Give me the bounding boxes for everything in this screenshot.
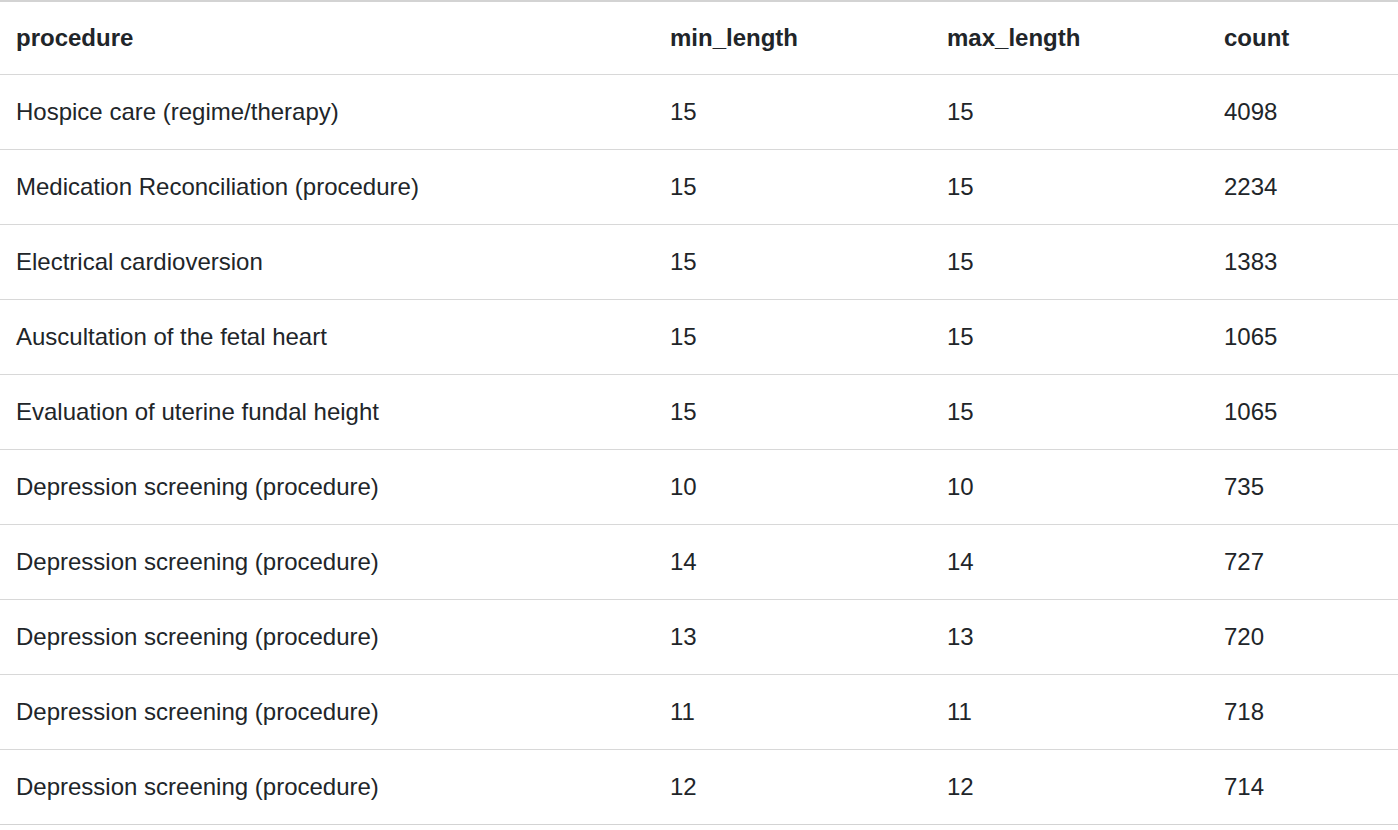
cell-min-length: 15	[654, 75, 931, 150]
cell-max-length: 15	[931, 300, 1208, 375]
table-row: Depression screening (procedure) 12 12 7…	[0, 750, 1398, 825]
data-table: procedure min_length max_length count Ho…	[0, 0, 1398, 825]
cell-count: 720	[1208, 600, 1398, 675]
table-row: Electrical cardioversion 15 15 1383	[0, 225, 1398, 300]
cell-procedure: Auscultation of the fetal heart	[0, 300, 654, 375]
cell-procedure: Evaluation of uterine fundal height	[0, 375, 654, 450]
cell-max-length: 13	[931, 600, 1208, 675]
cell-count: 714	[1208, 750, 1398, 825]
cell-count: 1065	[1208, 300, 1398, 375]
cell-count: 2234	[1208, 150, 1398, 225]
table-row: Hospice care (regime/therapy) 15 15 4098	[0, 75, 1398, 150]
table-row: Depression screening (procedure) 13 13 7…	[0, 600, 1398, 675]
cell-procedure: Electrical cardioversion	[0, 225, 654, 300]
table-body: Hospice care (regime/therapy) 15 15 4098…	[0, 75, 1398, 825]
cell-max-length: 15	[931, 225, 1208, 300]
cell-min-length: 13	[654, 600, 931, 675]
table-row: Depression screening (procedure) 14 14 7…	[0, 525, 1398, 600]
cell-procedure: Depression screening (procedure)	[0, 525, 654, 600]
cell-procedure: Medication Reconciliation (procedure)	[0, 150, 654, 225]
cell-count: 735	[1208, 450, 1398, 525]
column-header-max-length: max_length	[931, 1, 1208, 75]
cell-count: 718	[1208, 675, 1398, 750]
cell-procedure: Depression screening (procedure)	[0, 450, 654, 525]
cell-min-length: 15	[654, 300, 931, 375]
table-row: Evaluation of uterine fundal height 15 1…	[0, 375, 1398, 450]
cell-min-length: 11	[654, 675, 931, 750]
cell-max-length: 11	[931, 675, 1208, 750]
cell-count: 1383	[1208, 225, 1398, 300]
cell-min-length: 15	[654, 225, 931, 300]
cell-procedure: Depression screening (procedure)	[0, 750, 654, 825]
column-header-count: count	[1208, 1, 1398, 75]
cell-count: 4098	[1208, 75, 1398, 150]
column-header-procedure: procedure	[0, 1, 654, 75]
table-header: procedure min_length max_length count	[0, 1, 1398, 75]
cell-min-length: 12	[654, 750, 931, 825]
cell-count: 1065	[1208, 375, 1398, 450]
cell-max-length: 15	[931, 150, 1208, 225]
cell-max-length: 14	[931, 525, 1208, 600]
table-row: Auscultation of the fetal heart 15 15 10…	[0, 300, 1398, 375]
cell-min-length: 14	[654, 525, 931, 600]
table-row: Depression screening (procedure) 10 10 7…	[0, 450, 1398, 525]
cell-procedure: Depression screening (procedure)	[0, 675, 654, 750]
header-row: procedure min_length max_length count	[0, 1, 1398, 75]
cell-count: 727	[1208, 525, 1398, 600]
cell-max-length: 12	[931, 750, 1208, 825]
table-row: Medication Reconciliation (procedure) 15…	[0, 150, 1398, 225]
cell-min-length: 10	[654, 450, 931, 525]
cell-min-length: 15	[654, 150, 931, 225]
cell-max-length: 10	[931, 450, 1208, 525]
cell-procedure: Hospice care (regime/therapy)	[0, 75, 654, 150]
cell-min-length: 15	[654, 375, 931, 450]
cell-max-length: 15	[931, 75, 1208, 150]
cell-max-length: 15	[931, 375, 1208, 450]
column-header-min-length: min_length	[654, 1, 931, 75]
cell-procedure: Depression screening (procedure)	[0, 600, 654, 675]
table-row: Depression screening (procedure) 11 11 7…	[0, 675, 1398, 750]
